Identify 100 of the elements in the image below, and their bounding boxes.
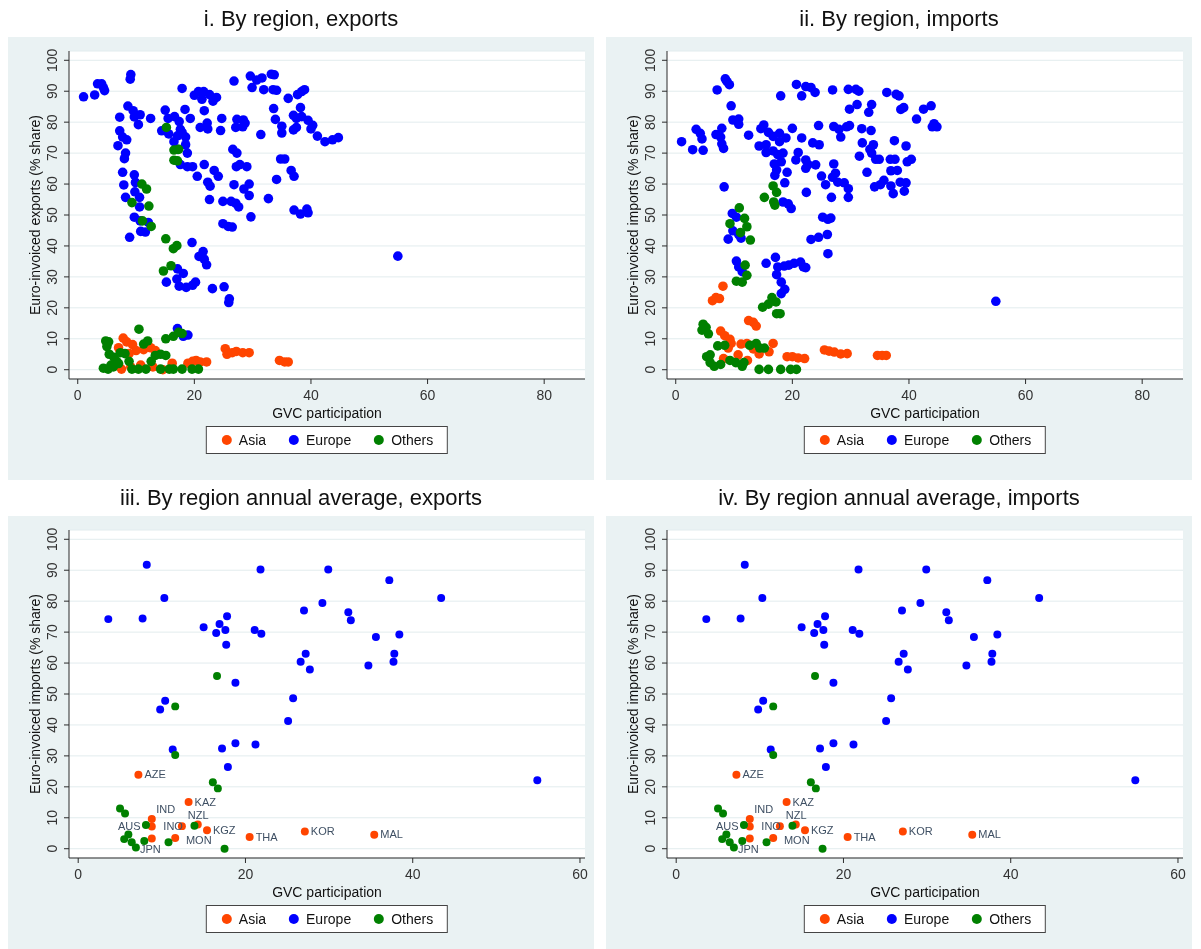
annotation: AUS — [716, 820, 739, 833]
legend-label: Others — [989, 432, 1032, 448]
x-axis-title: GVC participation — [272, 405, 382, 421]
legend-label: Others — [391, 911, 434, 927]
y-tick-label: 30 — [44, 747, 60, 764]
y-tick-label: 0 — [44, 365, 60, 374]
x-tick-label: 80 — [1134, 386, 1151, 403]
legend-label: Asia — [238, 911, 267, 927]
annotation: NZL — [187, 808, 209, 821]
y-tick-label: 10 — [642, 330, 658, 347]
annotation: KGZ — [212, 823, 236, 836]
annotation: NZL — [785, 808, 807, 821]
x-axis-title: GVC participation — [870, 884, 980, 900]
x-tick-label: 60 — [419, 386, 436, 403]
y-tick-label: 100 — [44, 48, 60, 72]
y-tick-label: 10 — [642, 809, 658, 826]
x-tick-label: 0 — [74, 865, 83, 882]
annotation: JPN — [139, 843, 161, 856]
x-tick-label: 40 — [901, 386, 917, 403]
y-axis-title: Euro-invoiced imports (% share) — [625, 115, 641, 315]
x-axis-title: GVC participation — [272, 884, 382, 900]
x-tick-label: 40 — [1002, 865, 1019, 882]
y-tick-label: 10 — [44, 809, 60, 826]
y-tick-label: 50 — [642, 686, 658, 702]
y-tick-label: 70 — [44, 624, 60, 640]
y-tick-label: 80 — [642, 114, 658, 130]
y-tick-label: 80 — [642, 593, 658, 609]
annotation: MAL — [380, 828, 403, 841]
y-tick-label: 60 — [642, 655, 658, 671]
x-tick-label: 40 — [303, 386, 319, 403]
y-tick-label: 10 — [44, 330, 60, 347]
legend-label: Europe — [306, 432, 352, 448]
x-tick-label: 60 — [1170, 865, 1186, 882]
legend-label: Others — [391, 432, 434, 448]
chart-title: i. By region, exports — [203, 5, 399, 32]
y-tick-label: 0 — [642, 844, 658, 853]
y-tick-label: 40 — [44, 716, 60, 733]
y-tick-label: 90 — [44, 83, 60, 100]
y-tick-label: 50 — [642, 207, 658, 223]
x-tick-label: 20 — [186, 386, 203, 403]
annotation: KAZ — [792, 795, 815, 808]
annotation: KGZ — [810, 823, 834, 836]
annotation: THA — [853, 830, 877, 843]
legend-label: Others — [989, 911, 1032, 927]
legend-label: Europe — [306, 911, 352, 927]
x-tick-label: 60 — [572, 865, 588, 882]
y-tick-label: 70 — [642, 624, 658, 640]
y-tick-label: 40 — [642, 237, 658, 254]
legend-label: Asia — [836, 432, 865, 448]
y-tick-label: 20 — [44, 299, 60, 316]
chart-title: iv. By region annual average, imports — [718, 484, 1080, 511]
x-axis-title: GVC participation — [870, 405, 980, 421]
x-tick-label: 0 — [672, 865, 681, 882]
y-tick-label: 20 — [44, 778, 60, 795]
annotation: JPN — [737, 843, 759, 856]
y-tick-label: 60 — [642, 176, 658, 192]
y-tick-label: 100 — [44, 527, 60, 551]
x-tick-label: 20 — [784, 386, 801, 403]
y-tick-label: 20 — [642, 778, 658, 795]
annotation: IND — [156, 802, 176, 815]
y-tick-label: 70 — [642, 145, 658, 161]
annotation: THA — [255, 830, 279, 843]
annotation: MAL — [978, 828, 1001, 841]
x-tick-label: 20 — [835, 865, 852, 882]
y-tick-label: 100 — [642, 48, 658, 72]
chart-title: iii. By region annual average, exports — [120, 484, 482, 511]
annotation: AZE — [144, 768, 166, 781]
x-tick-label: 40 — [404, 865, 421, 882]
y-tick-label: 80 — [44, 114, 60, 130]
annotation: IND — [754, 802, 774, 815]
x-tick-label: 80 — [536, 386, 553, 403]
y-tick-label: 90 — [44, 562, 60, 579]
annotation: AZE — [742, 768, 764, 781]
legend-label: Europe — [904, 432, 950, 448]
y-tick-label: 0 — [642, 365, 658, 374]
y-tick-label: 100 — [642, 527, 658, 551]
y-tick-label: 40 — [44, 237, 60, 254]
annotation: MON — [185, 833, 212, 846]
y-tick-label: 80 — [44, 593, 60, 609]
annotation: AUS — [118, 820, 141, 833]
y-tick-label: 0 — [44, 844, 60, 853]
y-tick-label: 40 — [642, 716, 658, 733]
x-tick-label: 0 — [73, 386, 82, 403]
chart-title: ii. By region, imports — [799, 5, 999, 32]
y-tick-label: 50 — [44, 207, 60, 223]
y-tick-label: 30 — [642, 747, 658, 764]
annotation: KOR — [908, 825, 933, 838]
y-axis-title: Euro-invoiced imports (% share) — [27, 594, 43, 794]
y-axis-title: Euro-invoiced imports (% share) — [625, 594, 641, 794]
x-tick-label: 20 — [237, 865, 254, 882]
legend-label: Asia — [238, 432, 267, 448]
y-tick-label: 60 — [44, 176, 60, 192]
x-tick-label: 0 — [671, 386, 680, 403]
x-tick-label: 60 — [1017, 386, 1034, 403]
y-tick-label: 60 — [44, 655, 60, 671]
legend-label: Europe — [904, 911, 950, 927]
y-tick-label: 30 — [642, 268, 658, 285]
y-axis-title: Euro-invoiced exports (% share) — [27, 115, 43, 315]
annotation: MON — [783, 833, 810, 846]
legend-label: Asia — [836, 911, 865, 927]
